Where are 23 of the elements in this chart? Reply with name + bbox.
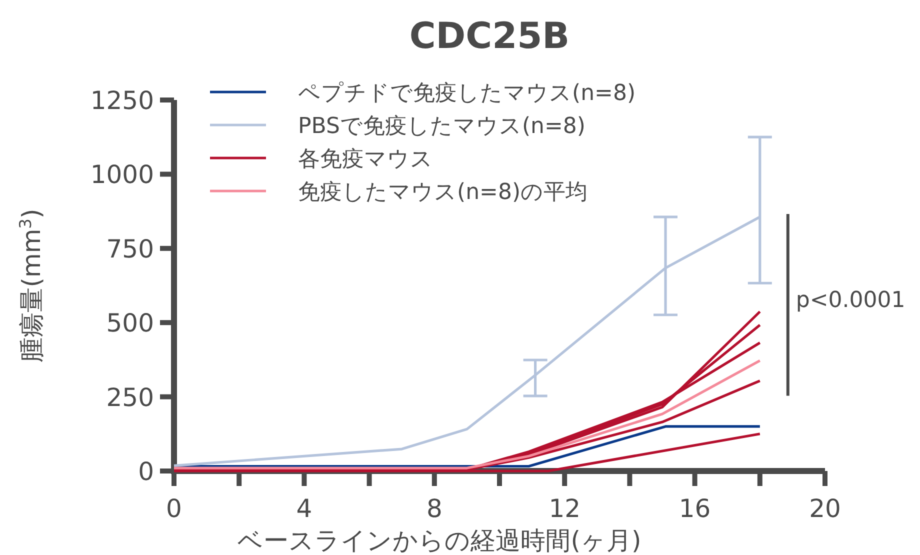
y-tick-label: 1000 xyxy=(90,160,154,190)
x-tick-label: 12 xyxy=(548,494,581,523)
x-tick-label: 0 xyxy=(166,494,182,523)
y-tick-label: 250 xyxy=(106,382,154,412)
y-tick-label: 500 xyxy=(106,308,154,338)
legend-label: 免疫したマウス(n=8)の平均 xyxy=(298,180,588,205)
x-tick-label: 20 xyxy=(809,494,841,523)
y-tick-label: 0 xyxy=(138,457,154,486)
legend-label: ペプチドで免疫したマウス(n=8) xyxy=(298,81,636,106)
legend-item: ペプチドで免疫したマウス(n=8) xyxy=(210,81,636,106)
x-tick-label: 16 xyxy=(678,494,711,523)
legend-label: 各免疫マウス xyxy=(298,147,433,172)
legend-label: PBSで免疫したマウス(n=8) xyxy=(298,114,586,139)
chart-title: CDC25B xyxy=(409,16,570,57)
x-axis-title: ベースラインからの経過時間(ヶ月) xyxy=(238,526,642,555)
y-tick-label: 750 xyxy=(106,234,154,264)
x-tick-label: 4 xyxy=(296,494,312,523)
legend-item: PBSで免疫したマウス(n=8) xyxy=(210,114,586,139)
legend-item: 各免疫マウス xyxy=(210,147,433,172)
annotation: p<0.0001 xyxy=(796,288,906,313)
y-tick-label: 1250 xyxy=(90,86,154,115)
x-tick-label: 8 xyxy=(426,494,442,523)
legend-item: 免疫したマウス(n=8)の平均 xyxy=(210,180,588,205)
